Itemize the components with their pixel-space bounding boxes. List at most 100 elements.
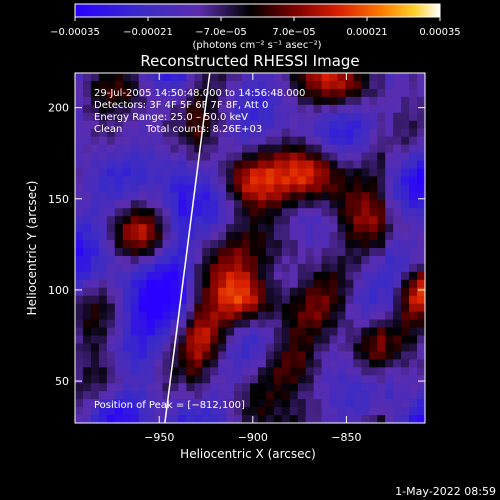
heatmap-cell [170, 287, 179, 297]
heatmap-cell [313, 287, 322, 297]
heatmap-cell [226, 351, 235, 360]
heatmap-cell [218, 279, 227, 289]
heatmap-cell [401, 248, 410, 257]
heatmap-cell [106, 104, 116, 114]
heatmap-cell [305, 240, 314, 249]
heatmap-cell [210, 208, 219, 217]
heatmap-cell [226, 224, 235, 233]
heatmap-cell [265, 96, 275, 106]
heatmap-cell [186, 88, 195, 98]
heatmap-cell [146, 248, 155, 257]
heatmap-cell [90, 311, 100, 320]
heatmap-cell [122, 240, 132, 249]
heatmap-cell [82, 407, 92, 416]
heatmap-cell [178, 176, 187, 185]
heatmap-cell [273, 359, 283, 368]
heatmap-cell [242, 319, 251, 328]
heatmap-cell [82, 160, 92, 169]
heatmap-cell [154, 415, 163, 423]
heatmap-cell [186, 407, 195, 416]
heatmap-cell [242, 359, 251, 368]
heatmap-cell [162, 287, 171, 297]
heatmap-cell [226, 359, 235, 368]
heatmap-cell [273, 224, 283, 233]
heatmap-cell [377, 319, 386, 328]
heatmap-cell [154, 120, 163, 130]
heatmap-cell [393, 184, 402, 193]
heatmap-cell [257, 399, 267, 408]
heatmap-cell [138, 391, 147, 400]
heatmap-cell [369, 104, 378, 114]
heatmap-cell [162, 128, 171, 137]
heatmap-cell [337, 255, 346, 265]
heatmap-cell [210, 144, 219, 153]
heatmap-cell [106, 128, 116, 137]
heatmap-cell [194, 383, 203, 392]
heatmap-cell [273, 279, 283, 289]
heatmap-cell [234, 335, 243, 344]
heatmap-cell [313, 112, 322, 122]
heatmap-cell [409, 359, 418, 368]
heatmap-cell [281, 359, 291, 368]
heatmap-cell [313, 359, 322, 368]
heatmap-cell [170, 271, 179, 281]
heatmap-cell [90, 303, 100, 312]
heatmap-cell [265, 240, 275, 249]
heatmap-cell [82, 295, 92, 305]
heatmap-cell [186, 112, 195, 122]
heatmap-cell [90, 104, 100, 114]
heatmap-cell [122, 279, 132, 289]
heatmap-cell [297, 192, 307, 201]
heatmap-cell [170, 232, 179, 241]
heatmap-cell [305, 184, 314, 193]
heatmap-cell [273, 343, 283, 352]
heatmap-cell [377, 216, 386, 225]
heatmap-cell [82, 335, 92, 344]
heatmap-cell [202, 367, 211, 376]
heatmap-cell [194, 319, 203, 328]
heatmap-cell [106, 335, 116, 344]
heatmap-cell [234, 144, 243, 153]
heatmap-cell [345, 383, 354, 392]
heatmap-cell [178, 208, 187, 217]
heatmap-cell [385, 208, 394, 217]
heatmap-cell [90, 120, 100, 130]
heatmap-cell [75, 391, 84, 400]
heatmap-cell [289, 136, 299, 145]
heatmap-cell [393, 255, 402, 265]
heatmap-cell [385, 335, 394, 344]
heatmap-cell [122, 351, 132, 360]
heatmap-cell [146, 88, 155, 98]
heatmap-cell [146, 224, 155, 233]
heatmap-cell [265, 255, 275, 265]
heatmap-cell [170, 96, 179, 106]
heatmap-cell [385, 224, 394, 233]
heatmap-cell [75, 255, 84, 265]
heatmap-cell [409, 184, 418, 193]
heatmap-cell [218, 96, 227, 106]
heatmap-cell [130, 200, 139, 209]
heatmap-cell [297, 232, 307, 241]
heatmap-cell [226, 255, 235, 265]
heatmap-cell [122, 232, 132, 241]
heatmap-cell [242, 152, 251, 161]
heatmap-cell [393, 128, 402, 137]
heatmap-cell [377, 120, 386, 130]
heatmap-cell [321, 96, 330, 106]
heatmap-cell [265, 184, 275, 193]
heatmap-cell [361, 351, 370, 360]
heatmap-cell [297, 136, 307, 145]
heatmap-cell [250, 415, 259, 423]
heatmap-cell [385, 351, 394, 360]
heatmap-cell [337, 192, 346, 201]
heatmap-cell [210, 343, 219, 352]
heatmap-cell [122, 255, 132, 265]
heatmap-cell [401, 152, 410, 161]
heatmap-cell [250, 160, 259, 169]
heatmap-cell [186, 335, 195, 344]
heatmap-cell [114, 208, 124, 217]
heatmap-cell [138, 152, 147, 161]
heatmap-cell [353, 295, 362, 305]
heatmap-cell [242, 343, 251, 352]
heatmap-cell [98, 128, 108, 137]
